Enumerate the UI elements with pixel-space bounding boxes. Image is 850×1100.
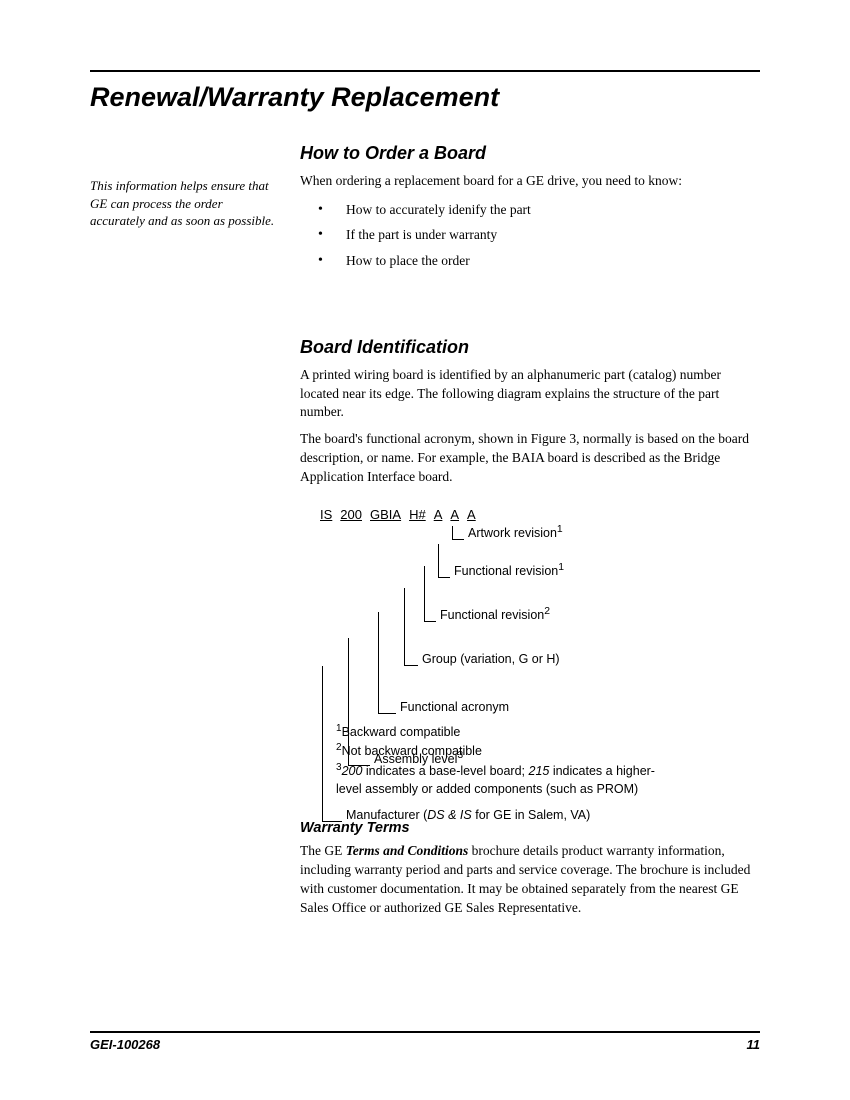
footer-page-number: 11 <box>747 1037 761 1052</box>
seg-a2: A <box>448 507 461 522</box>
order-heading: How to Order a Board <box>300 143 760 164</box>
bracket-area: Artwork revision1 Functional revision1 F… <box>318 524 760 714</box>
top-rule <box>90 70 760 72</box>
boardid-p1: A printed wiring board is identified by … <box>300 366 760 423</box>
boardid-section-row: Board Identification A printed wiring bo… <box>90 337 760 926</box>
order-bullets: How to accurately idenify the part If th… <box>300 199 760 272</box>
label-artwork: Artwork revision1 <box>452 524 563 540</box>
sidenote-empty <box>90 337 280 926</box>
seg-is: IS <box>318 507 334 522</box>
boardid-p2: The board's functional acronym, shown in… <box>300 430 760 487</box>
label-text-italic: DS & IS <box>427 808 471 822</box>
seg-h: H# <box>407 507 428 522</box>
seg-200: 200 <box>338 507 364 522</box>
warranty-paragraph: The GE Terms and Conditions brochure det… <box>300 842 760 918</box>
seg-gbia: GBIA <box>368 507 403 522</box>
label-text: Manufacturer ( <box>346 808 427 822</box>
label-sup: 1 <box>558 562 564 573</box>
sidenote: This information helps ensure that GE ca… <box>90 143 280 282</box>
list-item: How to place the order <box>318 250 760 272</box>
label-sup: 1 <box>557 524 563 535</box>
page-footer: GEI-100268 11 <box>90 1031 760 1052</box>
label-text: Artwork revision <box>468 526 557 540</box>
warranty-text: The GE <box>300 843 346 858</box>
order-intro: When ordering a replacement board for a … <box>300 172 760 191</box>
label-manufacturer: Manufacturer (DS & IS for GE in Salem, V… <box>322 666 590 822</box>
page: Renewal/Warranty Replacement This inform… <box>0 0 850 1100</box>
seg-a1: A <box>432 507 445 522</box>
label-text: for GE in Salem, VA) <box>472 808 591 822</box>
seg-a3: A <box>465 507 478 522</box>
order-main: How to Order a Board When ordering a rep… <box>300 143 760 282</box>
spacer <box>90 282 760 337</box>
part-number-diagram: IS 200 GBIA H# A A A Artwork revision1 F… <box>318 507 760 798</box>
list-item: How to accurately idenify the part <box>318 199 760 221</box>
footer-doc-id: GEI-100268 <box>90 1037 160 1052</box>
warranty-heading: Warranty Terms <box>300 820 760 836</box>
order-section-row: This information helps ensure that GE ca… <box>90 143 760 282</box>
chapter-title: Renewal/Warranty Replacement <box>90 82 760 113</box>
part-number-row: IS 200 GBIA H# A A A <box>318 507 760 522</box>
list-item: If the part is under warranty <box>318 224 760 246</box>
boardid-heading: Board Identification <box>300 337 760 358</box>
warranty-text-emphasis: Terms and Conditions <box>346 843 469 858</box>
boardid-main: Board Identification A printed wiring bo… <box>300 337 760 926</box>
